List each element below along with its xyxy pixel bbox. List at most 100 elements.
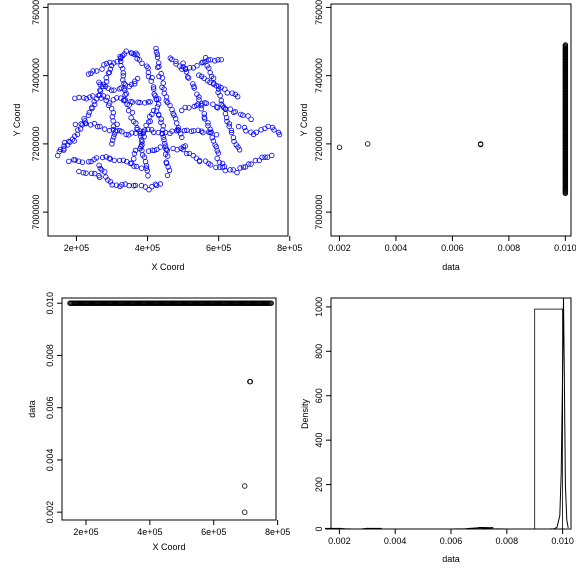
data-point: [159, 130, 165, 136]
data-point: [196, 158, 203, 165]
y-tick-label: 0.010: [45, 292, 55, 315]
x-tick-label: 4e+05: [137, 527, 162, 537]
plot-frame: [47, 3, 289, 237]
data-point: [230, 134, 237, 141]
data-point: [248, 161, 254, 167]
data-point: [92, 101, 98, 108]
y-tick-label: 7400000: [31, 58, 41, 93]
data-point: [142, 100, 148, 106]
data-point: [103, 154, 109, 160]
data-point: [215, 150, 222, 156]
x-axis-label: data: [442, 554, 460, 564]
data-point: [153, 182, 160, 188]
data-point: [155, 101, 162, 107]
data-point: [221, 104, 227, 111]
data-point: [237, 165, 243, 171]
y-tick-label: 600: [314, 388, 324, 403]
data-point: [85, 112, 92, 118]
data-point: [205, 120, 211, 126]
data-point: [207, 162, 214, 168]
y-axis-label: Y Coord: [299, 104, 309, 137]
data-point: [213, 131, 220, 138]
data-point: [262, 154, 268, 160]
data-point: [200, 129, 206, 136]
data-point: [131, 81, 138, 87]
data-point: [83, 95, 90, 102]
data-point: [99, 66, 105, 72]
data-point: [71, 138, 77, 144]
data-point: [210, 101, 216, 107]
data-point: [229, 90, 235, 96]
y-tick-label: 1000: [314, 297, 324, 317]
data-point: [150, 84, 157, 90]
x-axis-label: data: [442, 262, 460, 272]
data-point: [109, 137, 116, 143]
data-point: [160, 134, 166, 140]
data-point: [133, 163, 140, 170]
data-point: [248, 116, 254, 122]
data-point: [183, 150, 190, 157]
data-point: [79, 159, 86, 165]
data-point: [222, 167, 228, 174]
data-point: [240, 164, 247, 170]
y-axis-ticks: 7000000 7200000 7400000 7600000: [31, 0, 48, 230]
data-point: [61, 143, 67, 149]
data-point: [79, 122, 86, 128]
data-point: [134, 126, 140, 133]
y-tick-label: 200: [314, 477, 324, 492]
data-point: [162, 140, 168, 147]
data-point: [336, 144, 343, 150]
data-point: [182, 143, 188, 149]
density-curve: [330, 297, 569, 530]
data-point: [259, 154, 265, 160]
data-point: [118, 85, 124, 91]
data-point: [179, 66, 185, 72]
data-point: [119, 128, 125, 135]
data-point: [143, 162, 150, 169]
y-axis-label: Density: [300, 398, 310, 429]
data-point: [156, 63, 162, 70]
data-point: [201, 75, 207, 81]
data-point: [216, 159, 223, 166]
data-point: [128, 115, 134, 121]
data-point: [121, 80, 127, 86]
data-point: [85, 71, 92, 77]
data-point: [276, 131, 283, 138]
data-point: [108, 87, 115, 93]
data-point: [109, 141, 115, 147]
data-point: [145, 148, 152, 154]
data-point: [153, 96, 160, 103]
data-point: [96, 162, 102, 168]
data-point: [83, 120, 89, 127]
data-point: [75, 158, 82, 164]
data-point: [100, 93, 107, 99]
data-point: [365, 141, 371, 147]
data-point: [85, 159, 92, 165]
data-point: [106, 155, 112, 161]
data-point: [152, 181, 159, 187]
data-point: [164, 172, 171, 179]
y-axis-label: Y Coord: [12, 104, 22, 137]
data-point: [110, 134, 117, 140]
data-point: [141, 127, 148, 133]
data-point: [142, 158, 149, 165]
data-point: [149, 74, 155, 81]
data-point: [139, 60, 145, 66]
data-point: [157, 181, 164, 187]
data-point: [156, 112, 162, 118]
data-point: [122, 97, 129, 103]
data-point: [108, 105, 115, 112]
data-point: [202, 116, 208, 122]
data-point: [158, 116, 164, 122]
data-point: [111, 87, 117, 93]
data-point: [120, 157, 127, 163]
data-point: [180, 60, 186, 66]
data-point: [91, 98, 97, 105]
data-point: [245, 113, 251, 119]
data-point: [66, 158, 72, 164]
data-point: [198, 102, 205, 109]
data-point: [245, 161, 252, 167]
data-point: [215, 57, 221, 63]
data-point: [101, 169, 108, 175]
